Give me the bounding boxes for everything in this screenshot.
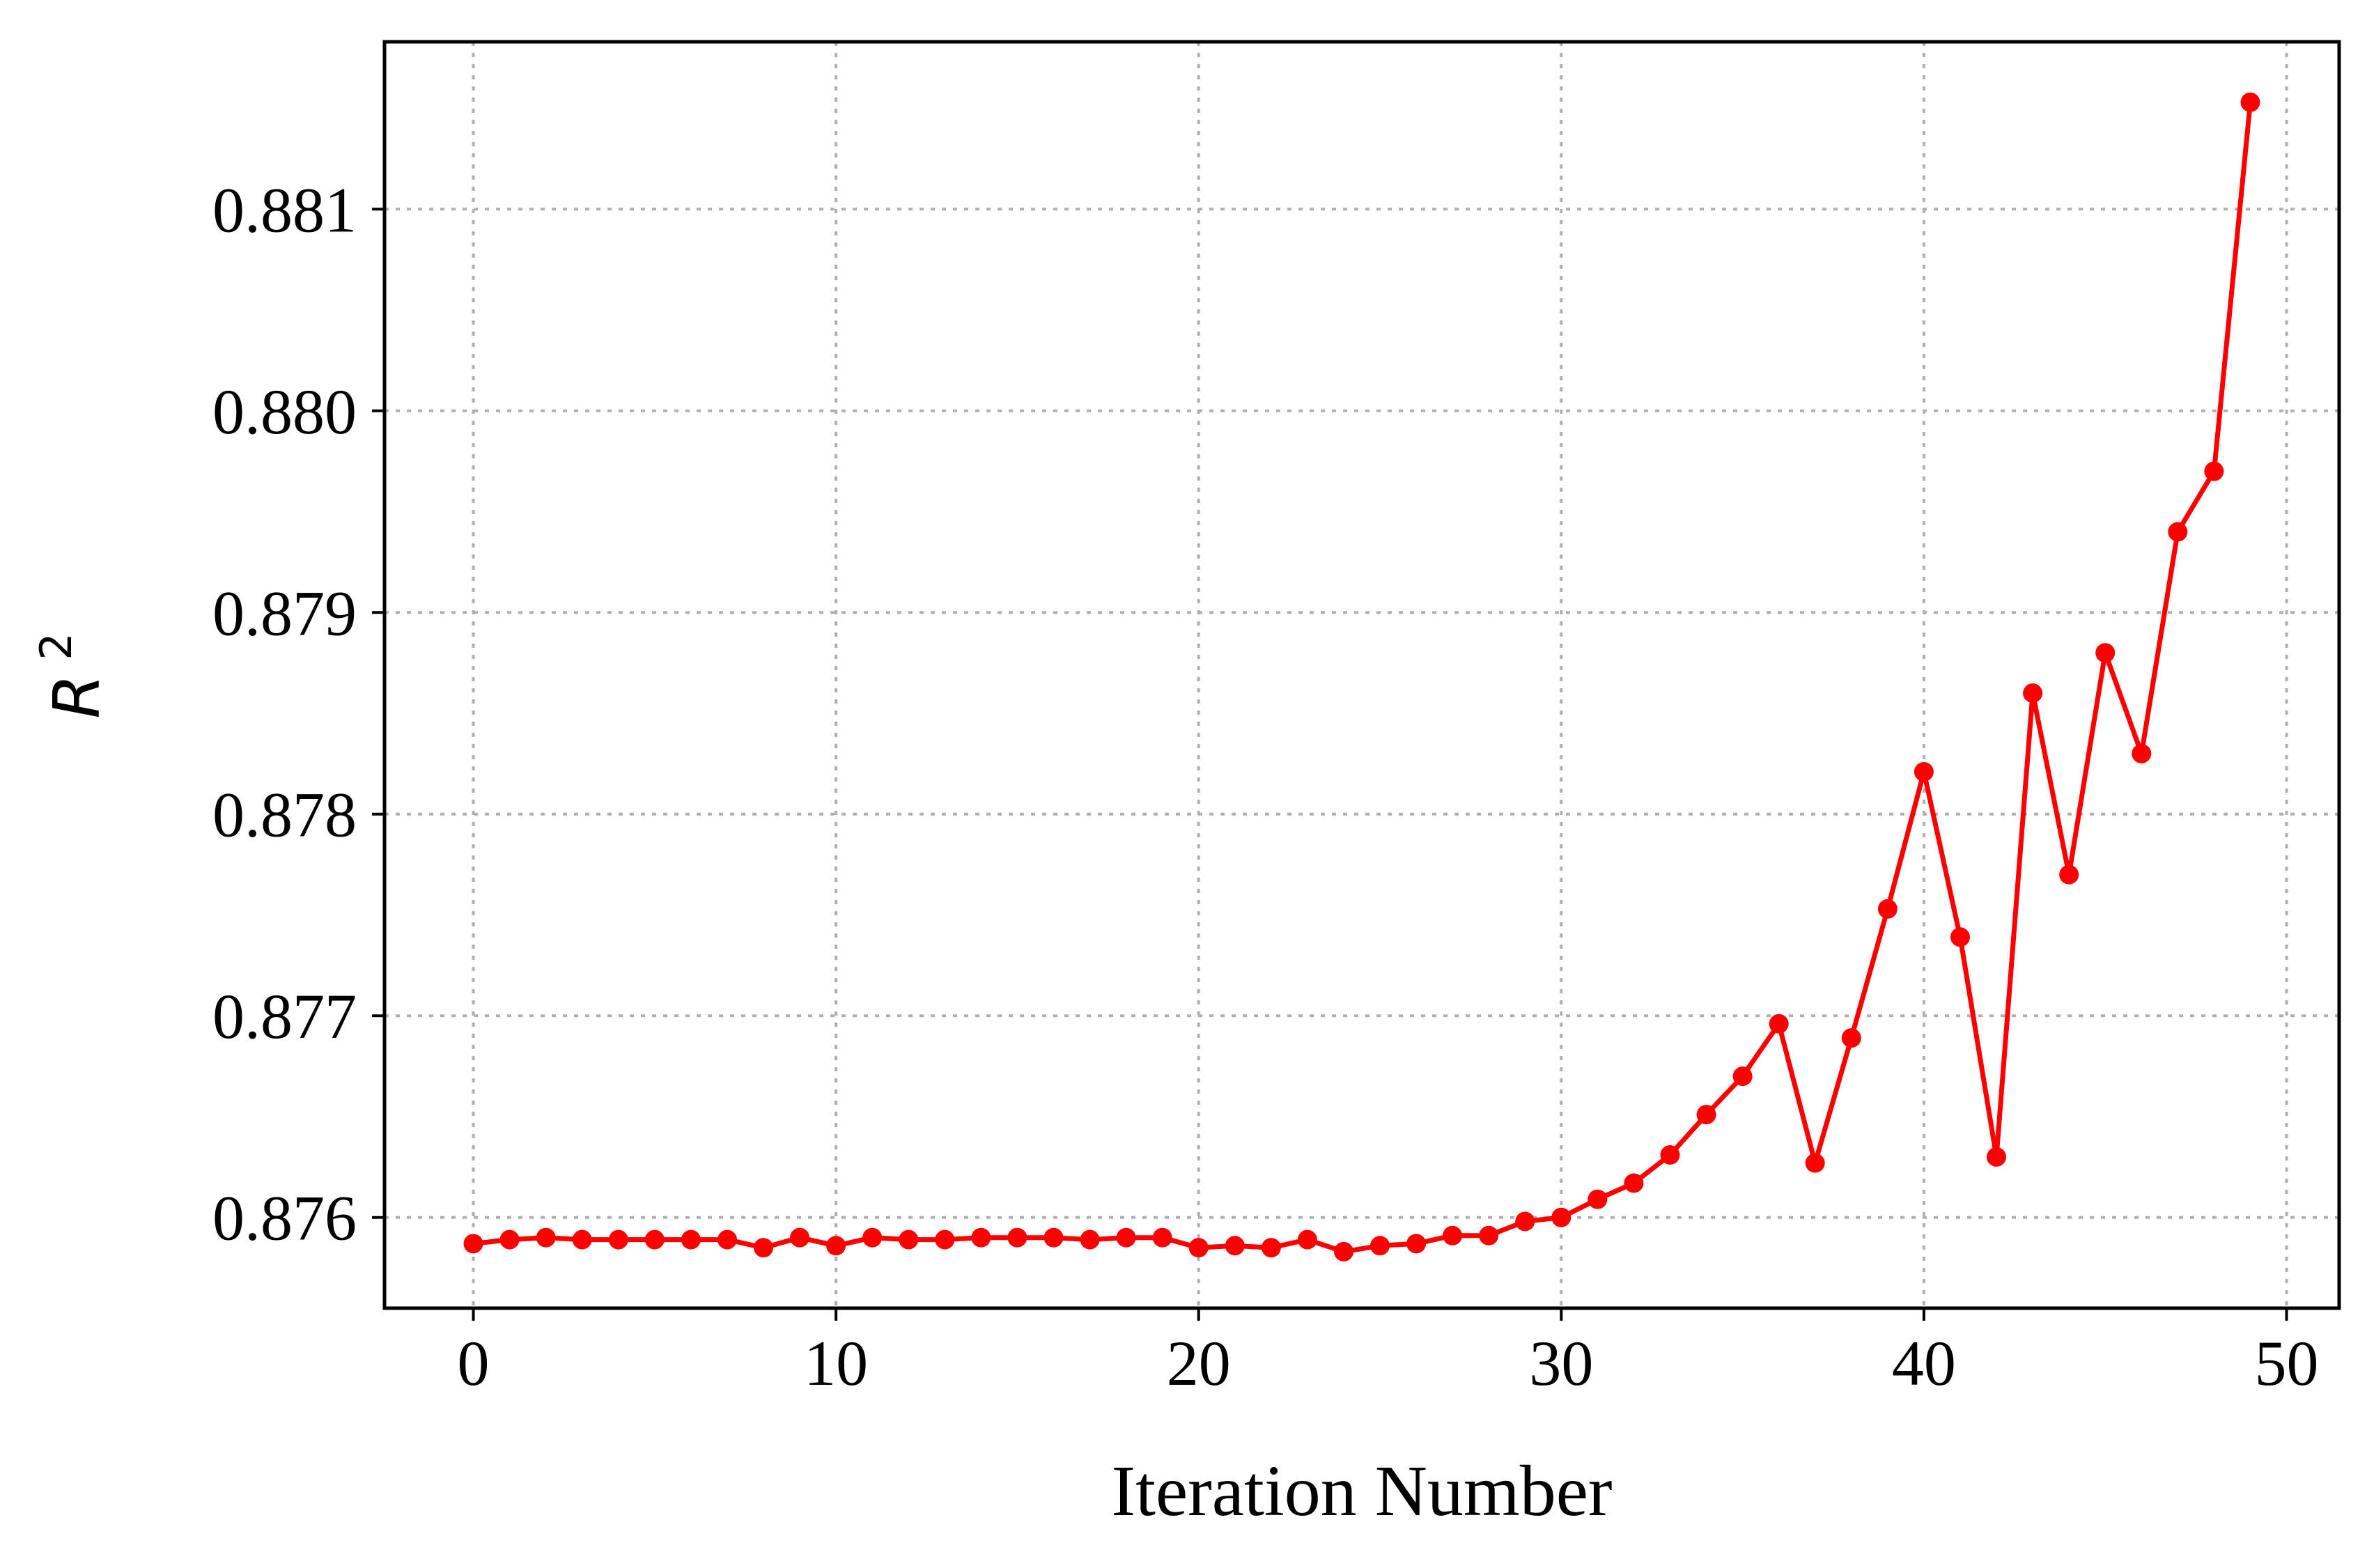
data-point [1624,1173,1644,1193]
series-line [473,102,2253,1255]
data-point [1406,1234,1427,1254]
data-point [1805,1153,1825,1173]
data-point [717,1229,737,1250]
data-point [1841,1028,1861,1048]
data-point [1551,1207,1571,1227]
data-point [1443,1225,1463,1245]
data-point [1225,1236,1245,1256]
data-point [790,1227,810,1248]
data-point [1188,1238,1209,1258]
y-axis-label-group: R2 [31,632,114,718]
data-point [1261,1238,1281,1258]
data-point [1987,1147,2006,1167]
data-point [754,1238,773,1258]
data-point [2023,683,2043,704]
data-point [1007,1227,1027,1248]
data-point [1950,927,1970,947]
x-axis-label: Iteration Number [1111,1451,1612,1531]
data-point [899,1229,919,1250]
data-point [2095,643,2116,663]
data-point [1588,1189,1608,1209]
x-tick-label: 40 [1892,1328,1956,1399]
data-point [1732,1066,1753,1087]
data-point [499,1229,520,1250]
data-point [1116,1227,1136,1248]
x-tick-label: 30 [1529,1328,1593,1399]
data-point [1334,1241,1353,1262]
data-point [2204,461,2224,481]
x-tick-label: 10 [804,1328,868,1399]
data-series [463,92,2260,1262]
data-point [935,1229,955,1250]
data-point [1660,1145,1680,1165]
data-point [1479,1225,1499,1245]
y-axis-label: R [40,674,114,719]
data-point [1370,1236,1390,1256]
data-point [572,1229,592,1250]
data-point [862,1227,883,1248]
x-tick-label: 50 [2255,1328,2319,1399]
data-point [1877,899,1898,919]
data-point [971,1227,991,1248]
axis-ticks: 0 10 20 30 40 50 0.876 0.877 0.878 0.879 0.880 0.88… [212,174,2319,1399]
plot-frame [382,40,2341,1310]
svg-text:R2: R2 [31,632,114,718]
data-point [2059,864,2079,885]
y-tick-label: 0.881 [212,174,357,245]
data-point [2132,743,2152,763]
y-tick-label: 0.880 [212,376,357,447]
data-point [644,1229,665,1250]
data-point [463,1234,483,1254]
data-point [1297,1229,1317,1250]
y-axis-label-superscript: 2 [31,632,82,660]
y-tick-label: 0.876 [212,1183,357,1254]
data-point [2240,92,2260,112]
y-tick-label: 0.879 [212,577,357,649]
data-point [1043,1227,1064,1248]
data-point [826,1236,846,1256]
data-point [681,1229,701,1250]
data-point [1515,1211,1535,1232]
data-point [608,1229,628,1250]
data-point [1080,1229,1100,1250]
x-tick-label: 20 [1167,1328,1231,1399]
data-point [2168,522,2188,542]
data-point [536,1227,556,1248]
data-point [1769,1014,1789,1034]
grid-lines [385,42,2339,1308]
x-tick-label: 0 [458,1328,490,1399]
data-point [1914,762,1934,782]
data-point [1152,1227,1172,1248]
y-tick-label: 0.878 [212,779,357,851]
y-tick-label: 0.877 [212,981,357,1052]
data-point [1696,1105,1716,1125]
